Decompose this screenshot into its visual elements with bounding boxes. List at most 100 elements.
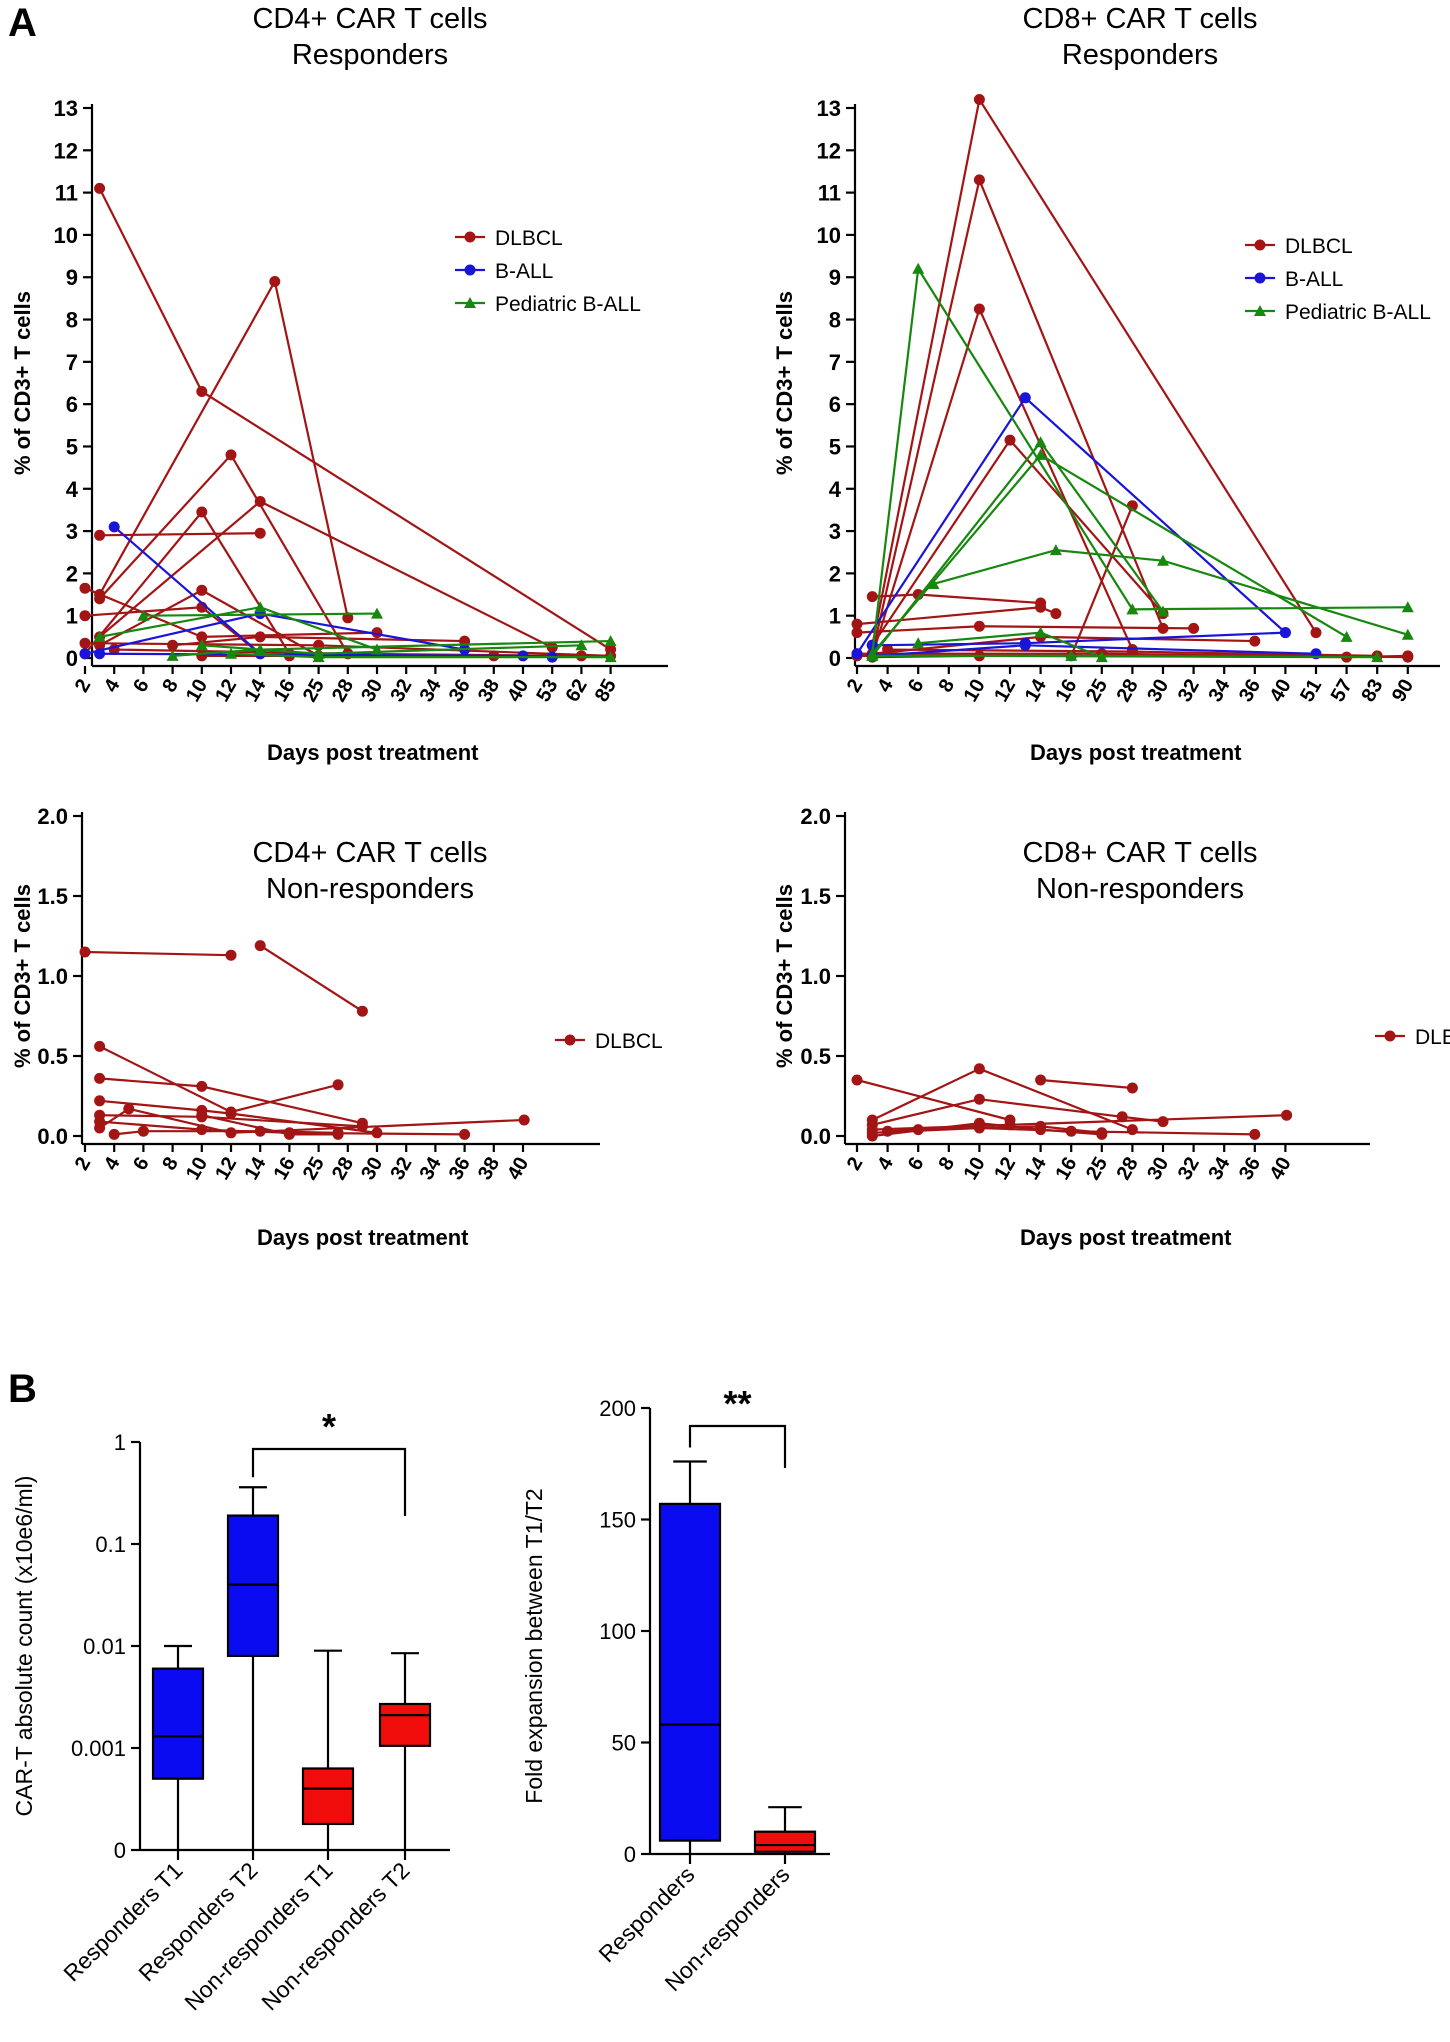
x-tick-label: 28: [1113, 676, 1143, 706]
plots-layer: CD4+ CAR T cellsResponders01234567891011…: [10, 3, 1450, 2015]
y-tick-label: 0.0: [800, 1124, 831, 1149]
series-line: [871, 176, 1165, 655]
data-point: [912, 637, 925, 649]
legend-label: DLBCL: [1415, 1026, 1450, 1049]
chart-cd4-nonresp: CD4+ CAR T cells Non-responders 0.0 0.5 1.0 1…: [10, 804, 663, 1250]
y-tick-label: 5: [829, 434, 841, 459]
data-point: [196, 385, 208, 397]
y-tick-label: 3: [66, 519, 78, 544]
x-tick-label: 38: [474, 1154, 504, 1184]
series-line: [872, 1114, 1287, 1131]
legend-marker: [1384, 1030, 1396, 1042]
x-tick-label: 25: [1082, 1154, 1112, 1184]
x-tick-label: 4: [873, 675, 898, 696]
x-tick-label: 40: [1266, 676, 1296, 706]
data-point: [1157, 554, 1169, 566]
chart-title-line: Non-responders: [266, 873, 474, 905]
x-tick-label: 10: [960, 676, 990, 706]
x-tick-label: 16: [1051, 1154, 1081, 1184]
series-line: [872, 593, 1041, 605]
data-point: [94, 1122, 106, 1134]
data-point: [1371, 651, 1384, 663]
x-tick-label: 25: [1082, 676, 1112, 706]
y-tick-label: 9: [66, 265, 78, 290]
x-tick-label: 36: [445, 676, 475, 706]
y-tick-label: 2.0: [800, 804, 831, 829]
chart-title-line: Non-responders: [1036, 873, 1244, 905]
y-tick-label: 1: [829, 604, 841, 629]
x-tick-label: 2: [71, 676, 96, 697]
x-tick-label: 12: [990, 676, 1020, 706]
legend-marker: [1254, 305, 1266, 316]
legend-marker: [464, 264, 476, 276]
data-point: [196, 1080, 208, 1092]
x-tick-label: 38: [474, 676, 504, 706]
x-tick-label: 14: [240, 675, 271, 706]
legend-marker: [1254, 239, 1266, 251]
data-point: [973, 174, 985, 186]
data-point: [356, 1005, 368, 1017]
data-point: [518, 1114, 530, 1126]
data-point: [108, 521, 120, 533]
chart-cd4-resp: CD4+ CAR T cellsResponders01234567891011…: [10, 3, 668, 765]
x-tick-label: Responders: [593, 1861, 699, 1967]
data-point: [1019, 392, 1031, 404]
data-point: [866, 1130, 878, 1142]
data-point: [1249, 635, 1261, 647]
x-tick-label: 8: [158, 676, 183, 697]
x-tick-label: 4: [100, 1153, 125, 1174]
y-axis-label: % of CD3+ T cells: [10, 884, 35, 1068]
x-tick-label: 6: [904, 1154, 929, 1175]
data-point: [973, 94, 985, 106]
data-point: [1049, 544, 1062, 556]
data-point: [371, 607, 383, 619]
chart-title-line: CD8+ CAR T cells: [1022, 3, 1257, 35]
x-tick-label: 28: [1113, 1154, 1143, 1184]
y-tick-label: 1.5: [800, 884, 831, 909]
series-line: [98, 1107, 525, 1134]
data-point: [851, 618, 863, 630]
data-point: [94, 1040, 106, 1052]
x-tick-label: 28: [328, 676, 358, 706]
data-point: [575, 639, 588, 651]
data-point: [196, 631, 208, 643]
series-line: [143, 612, 378, 617]
x-tick-label: 32: [1174, 1154, 1204, 1184]
y-tick-label: 2: [829, 561, 841, 586]
x-tick-label: 40: [503, 1154, 533, 1184]
data-point: [94, 648, 106, 660]
data-point: [167, 639, 179, 651]
series-line: [871, 440, 1164, 657]
x-tick-label: Non-responders T2: [256, 1857, 414, 2015]
chart-title-line: Responders: [1062, 39, 1218, 71]
data-point: [79, 610, 91, 622]
legend-marker: [564, 1034, 576, 1046]
x-tick-label: 36: [1235, 676, 1265, 706]
legend-label: Pediatric B-ALL: [495, 293, 641, 316]
y-tick-label: 50: [612, 1731, 636, 1756]
data-point: [269, 275, 281, 287]
data-point: [283, 1128, 295, 1140]
x-tick-label: 85: [591, 676, 621, 706]
x-tick-label: 30: [357, 676, 387, 706]
x-tick-label: 6: [129, 676, 154, 697]
data-point: [1401, 601, 1414, 613]
series-line: [99, 1045, 339, 1114]
data-point: [79, 648, 91, 660]
data-point: [225, 449, 237, 461]
y-tick-label: 1.0: [37, 964, 68, 989]
data-point: [1050, 608, 1062, 620]
x-tick-label: 2: [71, 1154, 96, 1175]
series-line: [856, 1078, 1011, 1122]
x-tick-label: 6: [129, 1154, 154, 1175]
data-point: [1126, 603, 1139, 615]
data-point: [254, 601, 267, 613]
data-point: [137, 1125, 149, 1137]
x-tick-label: 16: [270, 676, 300, 706]
legend-label: B-ALL: [1285, 268, 1343, 291]
data-point: [575, 650, 587, 662]
y-tick-label: 200: [599, 1396, 636, 1421]
x-tick-label: 32: [386, 1154, 416, 1184]
y-tick-label: 12: [817, 138, 841, 163]
x-tick-label: 8: [935, 1154, 960, 1175]
